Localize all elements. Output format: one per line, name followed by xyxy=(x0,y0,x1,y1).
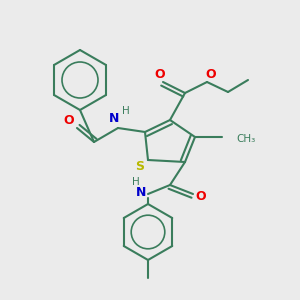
Text: N: N xyxy=(109,112,119,125)
Text: O: O xyxy=(196,190,206,202)
Text: H: H xyxy=(132,177,140,187)
Text: S: S xyxy=(136,160,145,172)
Text: O: O xyxy=(206,68,216,80)
Text: H: H xyxy=(122,106,130,116)
Text: O: O xyxy=(64,115,74,128)
Text: N: N xyxy=(136,185,146,199)
Text: O: O xyxy=(155,68,165,80)
Text: CH₃: CH₃ xyxy=(236,134,255,144)
